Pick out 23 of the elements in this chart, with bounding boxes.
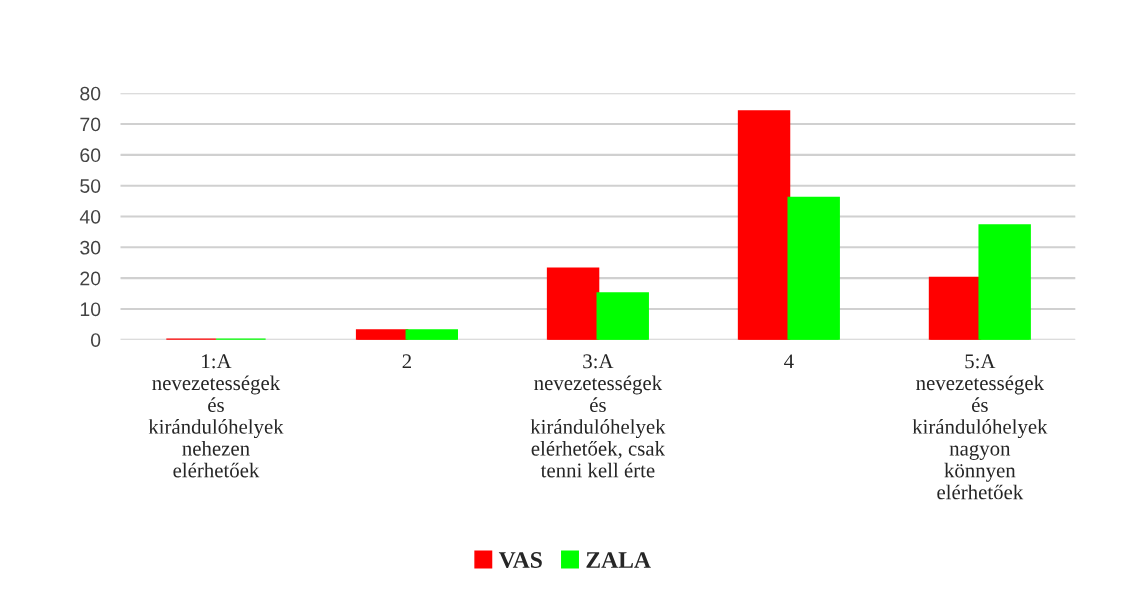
- x-tick-label: 4: [784, 354, 794, 369]
- y-tick-label: 50: [80, 179, 101, 193]
- bar: [546, 267, 600, 340]
- y-tick-label: 60: [80, 148, 101, 163]
- y-tick-label: 80: [80, 86, 101, 101]
- legend-label: ZALA: [586, 552, 651, 568]
- bar: [405, 329, 458, 340]
- bar: [978, 224, 1031, 340]
- y-tick-label: 0: [90, 333, 101, 347]
- y-tick-label: 70: [80, 117, 101, 132]
- y-tick-label: 40: [79, 209, 101, 224]
- x-tick-label: 5:A nevezetességek és kirándulóhelyek nagyon könnyen elérhetőek: [912, 354, 1048, 500]
- x-tick-label: 1:A nevezetességek és kirándulóhelyek nehezen elérhetőek: [148, 354, 284, 478]
- bar: [737, 110, 791, 340]
- x-tick-label: 3:A nevezetességek és kirándulóhelyek elérhetőek, csak tenni kell érte: [530, 354, 666, 478]
- x-tick-label: 2: [402, 354, 411, 369]
- bar: [596, 292, 649, 340]
- y-tick-label: 10: [80, 302, 101, 317]
- bar: [355, 329, 409, 340]
- legend-label: VAS: [498, 552, 542, 569]
- bar: [787, 196, 840, 340]
- y-tick-label: 20: [80, 271, 101, 286]
- y-tick-label: 30: [80, 240, 101, 255]
